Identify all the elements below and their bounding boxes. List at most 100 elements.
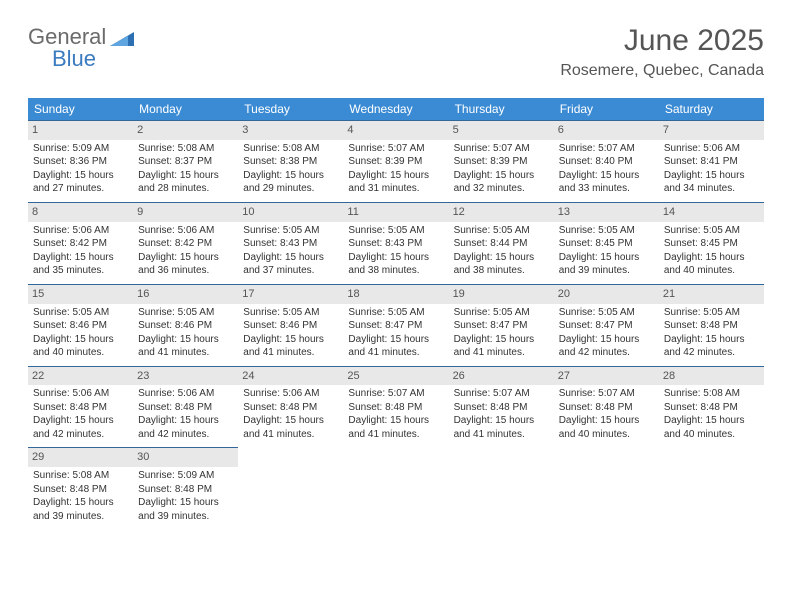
day-cell: 15Sunrise: 5:05 AMSunset: 8:46 PMDayligh… <box>28 284 133 366</box>
dow-sun: Sunday <box>28 98 133 121</box>
day-sunrise: Sunrise: 5:06 AM <box>243 387 338 401</box>
day-number: 1 <box>28 121 133 140</box>
day-daylight: Daylight: 15 hours and 29 minutes. <box>243 169 338 196</box>
dow-row: Sunday Monday Tuesday Wednesday Thursday… <box>28 98 764 121</box>
day-sunrise: Sunrise: 5:05 AM <box>559 306 654 320</box>
dow-mon: Monday <box>133 98 238 121</box>
day-sunset: Sunset: 8:48 PM <box>454 401 549 415</box>
day-sunset: Sunset: 8:42 PM <box>33 237 128 251</box>
day-sunrise: Sunrise: 5:05 AM <box>243 306 338 320</box>
day-number: 29 <box>28 448 133 467</box>
dow-fri: Friday <box>554 98 659 121</box>
day-number: 26 <box>449 367 554 386</box>
day-sunrise: Sunrise: 5:06 AM <box>33 224 128 238</box>
day-sunrise: Sunrise: 5:07 AM <box>348 142 443 156</box>
calendar-table: Sunday Monday Tuesday Wednesday Thursday… <box>28 98 764 529</box>
day-daylight: Daylight: 15 hours and 37 minutes. <box>243 251 338 278</box>
day-sunset: Sunset: 8:48 PM <box>559 401 654 415</box>
day-daylight: Daylight: 15 hours and 41 minutes. <box>243 333 338 360</box>
day-sunrise: Sunrise: 5:05 AM <box>454 224 549 238</box>
day-sunrise: Sunrise: 5:07 AM <box>348 387 443 401</box>
week-row: 15Sunrise: 5:05 AMSunset: 8:46 PMDayligh… <box>28 284 764 366</box>
day-cell: 27Sunrise: 5:07 AMSunset: 8:48 PMDayligh… <box>554 366 659 448</box>
day-daylight: Daylight: 15 hours and 31 minutes. <box>348 169 443 196</box>
day-cell: 22Sunrise: 5:06 AMSunset: 8:48 PMDayligh… <box>28 366 133 448</box>
day-sunset: Sunset: 8:46 PM <box>243 319 338 333</box>
day-cell: 20 Sunrise: 5:05 AMSunset: 8:47 PMDayligh… <box>554 284 659 366</box>
day-sunrise: Sunrise: 5:05 AM <box>559 224 654 238</box>
day-daylight: Daylight: 15 hours and 41 minutes. <box>454 333 549 360</box>
day-sunset: Sunset: 8:48 PM <box>138 483 233 497</box>
day-sunset: Sunset: 8:46 PM <box>138 319 233 333</box>
day-sunset: Sunset: 8:47 PM <box>559 319 654 333</box>
day-sunset: Sunset: 8:45 PM <box>559 237 654 251</box>
day-cell: 30Sunrise: 5:09 AMSunset: 8:48 PMDayligh… <box>133 448 238 529</box>
week-row: 29Sunrise: 5:08 AMSunset: 8:48 PMDayligh… <box>28 448 764 529</box>
day-number: 18 <box>343 285 448 304</box>
day-number: 12 <box>449 203 554 222</box>
day-cell: 25Sunrise: 5:07 AMSunset: 8:48 PMDayligh… <box>343 366 448 448</box>
day-daylight: Daylight: 15 hours and 32 minutes. <box>454 169 549 196</box>
day-daylight: Daylight: 15 hours and 41 minutes. <box>243 414 338 441</box>
week-row: 1Sunrise: 5:09 AMSunset: 8:36 PMDaylight… <box>28 121 764 203</box>
day-daylight: Daylight: 15 hours and 41 minutes. <box>348 333 443 360</box>
day-sunrise: Sunrise: 5:06 AM <box>664 142 759 156</box>
day-cell: 28Sunrise: 5:08 AMSunset: 8:48 PMDayligh… <box>659 366 764 448</box>
day-number: 25 <box>343 367 448 386</box>
day-cell: 7Sunrise: 5:06 AMSunset: 8:41 PMDaylight… <box>659 121 764 203</box>
day-daylight: Daylight: 15 hours and 38 minutes. <box>348 251 443 278</box>
day-sunset: Sunset: 8:46 PM <box>33 319 128 333</box>
day-sunset: Sunset: 8:42 PM <box>138 237 233 251</box>
day-sunset: Sunset: 8:43 PM <box>348 237 443 251</box>
day-cell: 10Sunrise: 5:05 AMSunset: 8:43 PMDayligh… <box>238 202 343 284</box>
day-daylight: Daylight: 15 hours and 41 minutes. <box>348 414 443 441</box>
day-sunset: Sunset: 8:38 PM <box>243 155 338 169</box>
day-sunrise: Sunrise: 5:09 AM <box>138 469 233 483</box>
day-sunrise: Sunrise: 5:05 AM <box>243 224 338 238</box>
day-sunrise: Sunrise: 5:05 AM <box>664 224 759 238</box>
day-daylight: Daylight: 15 hours and 41 minutes. <box>138 333 233 360</box>
day-number: 23 <box>133 367 238 386</box>
day-sunrise: Sunrise: 5:08 AM <box>243 142 338 156</box>
day-number: 19 <box>449 285 554 304</box>
day-cell <box>238 448 343 529</box>
day-sunrise: Sunrise: 5:06 AM <box>138 224 233 238</box>
day-cell: 13Sunrise: 5:05 AMSunset: 8:45 PMDayligh… <box>554 202 659 284</box>
day-cell: 12Sunrise: 5:05 AMSunset: 8:44 PMDayligh… <box>449 202 554 284</box>
day-sunrise: Sunrise: 5:06 AM <box>138 387 233 401</box>
day-number: 13 <box>554 203 659 222</box>
day-sunset: Sunset: 8:48 PM <box>33 401 128 415</box>
day-cell: 4Sunrise: 5:07 AMSunset: 8:39 PMDaylight… <box>343 121 448 203</box>
day-number: 17 <box>238 285 343 304</box>
day-sunrise: Sunrise: 5:08 AM <box>138 142 233 156</box>
day-number: 10 <box>238 203 343 222</box>
day-number: 8 <box>28 203 133 222</box>
day-number: 20 <box>554 285 659 304</box>
day-number: 22 <box>28 367 133 386</box>
day-cell: 17 Sunrise: 5:05 AMSunset: 8:46 PMDayligh… <box>238 284 343 366</box>
day-cell: 26Sunrise: 5:07 AMSunset: 8:48 PMDayligh… <box>449 366 554 448</box>
day-number: 27 <box>554 367 659 386</box>
day-number: 16 <box>133 285 238 304</box>
day-sunset: Sunset: 8:48 PM <box>138 401 233 415</box>
day-sunset: Sunset: 8:48 PM <box>664 401 759 415</box>
day-sunset: Sunset: 8:40 PM <box>559 155 654 169</box>
day-cell: 16Sunrise: 5:05 AMSunset: 8:46 PMDayligh… <box>133 284 238 366</box>
day-sunrise: Sunrise: 5:05 AM <box>348 306 443 320</box>
day-cell: 14Sunrise: 5:05 AMSunset: 8:45 PMDayligh… <box>659 202 764 284</box>
day-cell: 8Sunrise: 5:06 AMSunset: 8:42 PMDaylight… <box>28 202 133 284</box>
title-block: June 2025 Rosemere, Quebec, Canada <box>560 24 764 80</box>
day-number: 24 <box>238 367 343 386</box>
day-cell <box>449 448 554 529</box>
day-number: 14 <box>659 203 764 222</box>
day-sunset: Sunset: 8:48 PM <box>33 483 128 497</box>
day-sunset: Sunset: 8:45 PM <box>664 237 759 251</box>
day-daylight: Daylight: 15 hours and 36 minutes. <box>138 251 233 278</box>
day-cell: 1Sunrise: 5:09 AMSunset: 8:36 PMDaylight… <box>28 121 133 203</box>
day-cell <box>343 448 448 529</box>
day-daylight: Daylight: 15 hours and 42 minutes. <box>559 333 654 360</box>
day-sunset: Sunset: 8:48 PM <box>348 401 443 415</box>
day-sunset: Sunset: 8:36 PM <box>33 155 128 169</box>
day-number: 4 <box>343 121 448 140</box>
day-number: 30 <box>133 448 238 467</box>
